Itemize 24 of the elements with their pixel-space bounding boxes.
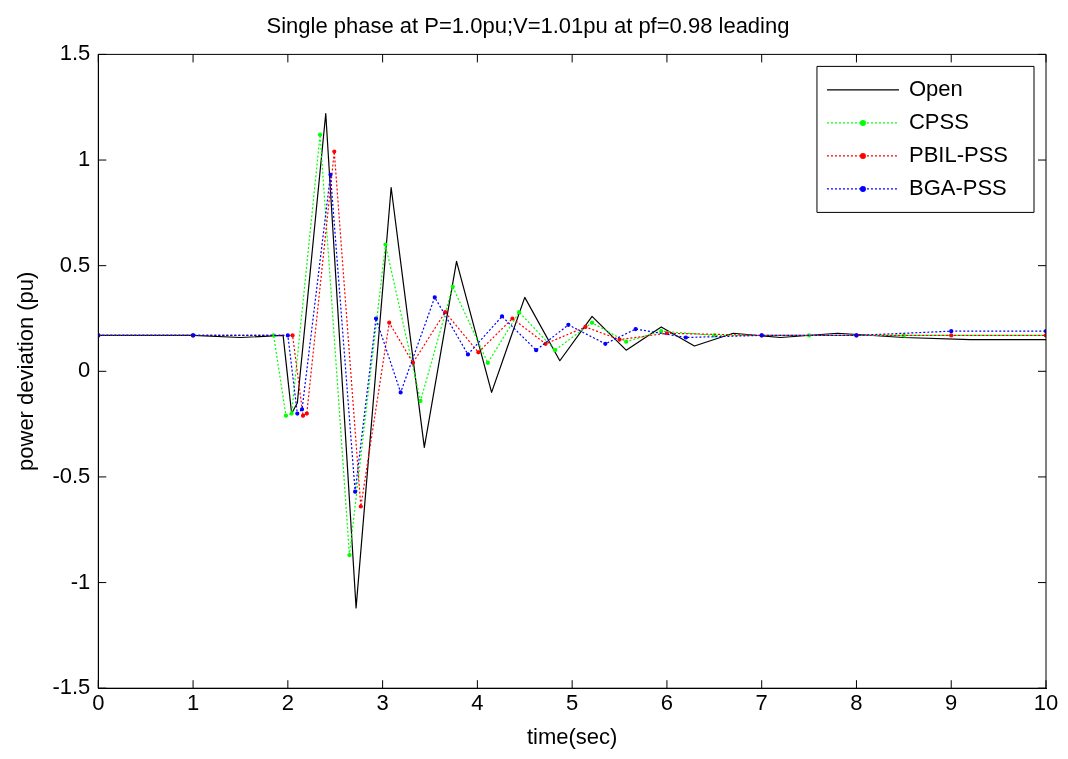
chart-title: Single phase at P=1.0pu;V=1.01pu at pf=0.98 leading [266, 13, 790, 39]
legend-label: PBIL-PSS [908, 141, 1008, 167]
y-tick-label: -0.5 [52, 463, 91, 488]
x-tick-label: 6 [660, 690, 674, 716]
x-tick-label: 3 [376, 690, 389, 716]
x-tick-label: 10 [1033, 690, 1059, 716]
x-axis-title: time(sec) [526, 723, 618, 749]
x-tick-label: 5 [566, 690, 579, 716]
y-tick-label: 0.5 [59, 251, 91, 277]
y-tick-label: 1.5 [59, 40, 91, 66]
y-tick-label: 1 [78, 146, 91, 172]
y-tick-label: 0 [78, 357, 91, 383]
x-tick-label: 8 [850, 690, 863, 716]
x-tick-label: 9 [945, 690, 958, 716]
x-tick-label: 7 [755, 690, 768, 716]
y-tick-label: -1 [70, 568, 91, 594]
y-axis-title: power deviation (pu) [13, 271, 39, 471]
x-tick-label: 1 [186, 690, 200, 716]
legend-label: CPSS [908, 108, 969, 134]
x-tick-label: 2 [281, 690, 294, 716]
y-tick-label: -1.5 [52, 674, 91, 700]
x-tick-label: 4 [471, 690, 484, 716]
legend-label: Open [908, 75, 963, 101]
legend-label: BGA-PSS [908, 174, 1007, 200]
